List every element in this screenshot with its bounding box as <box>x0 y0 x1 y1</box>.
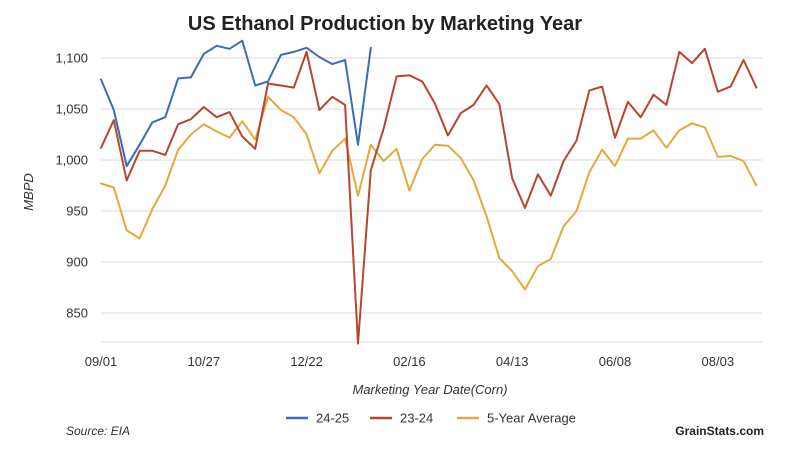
chart-title: US Ethanol Production by Marketing Year <box>188 13 582 35</box>
series-layer <box>100 39 758 345</box>
x-axis-ticks: 09/01 10/27 12/22 02/16 04/13 06/08 08/03 <box>85 354 734 369</box>
series-line-23-24 <box>100 47 758 345</box>
x-axis-title: Marketing Year Date(Corn) <box>352 382 507 397</box>
y-tick-label: 1,000 <box>55 153 88 168</box>
y-axis-ticks: 850 900 950 1,000 1,050 1,100 <box>55 51 88 321</box>
y-axis-title: MBPD <box>21 173 36 211</box>
legend-label: 5-Year Average <box>487 411 576 426</box>
y-tick-label: 1,050 <box>55 102 88 117</box>
series-line-5-year-average <box>100 95 758 291</box>
grid-layer <box>101 57 762 343</box>
legend-label: 23-24 <box>400 411 433 426</box>
x-tick-label: 09/01 <box>85 354 118 369</box>
source-note: Source: EIA <box>66 424 130 438</box>
x-tick-label: 12/22 <box>290 354 323 369</box>
x-tick-label: 08/03 <box>702 354 735 369</box>
y-tick-label: 1,100 <box>55 51 88 66</box>
x-tick-label: 04/13 <box>496 354 529 369</box>
x-tick-label: 02/16 <box>393 354 426 369</box>
legend: 24-25 23-24 5-Year Average <box>286 411 576 426</box>
x-tick-label: 06/08 <box>599 354 632 369</box>
brand-label: GrainStats.com <box>675 424 764 438</box>
x-tick-label: 10/27 <box>188 354 221 369</box>
legend-label: 24-25 <box>316 411 349 426</box>
y-tick-label: 850 <box>66 306 88 321</box>
series-line-24-25 <box>100 39 372 168</box>
y-tick-label: 950 <box>66 204 88 219</box>
y-tick-label: 900 <box>66 255 88 270</box>
